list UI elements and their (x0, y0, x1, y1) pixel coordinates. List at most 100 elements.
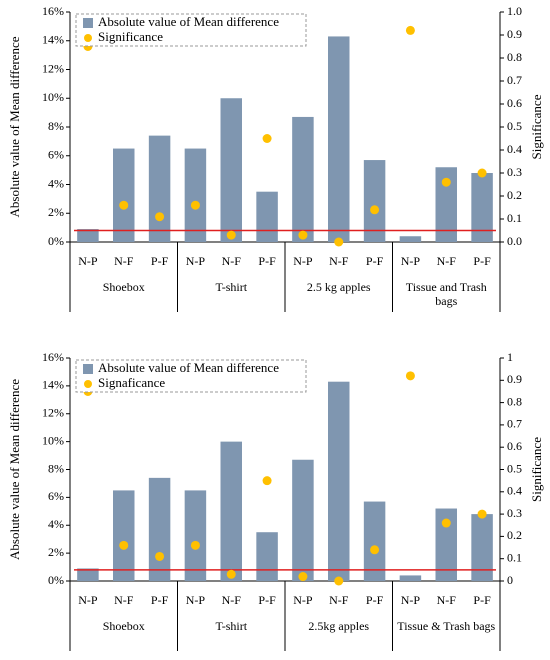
bar (328, 36, 350, 242)
legend-label: Absolute value of Mean difference (98, 360, 279, 375)
bar (148, 477, 171, 581)
y2-tick-label: 0.5 (507, 461, 522, 475)
y2-tick-label: 1.0 (507, 4, 522, 18)
y-tick-label: 0% (48, 234, 64, 248)
point (119, 200, 129, 210)
y2-tick-label: 0.7 (507, 73, 522, 87)
chart: 0% 2% 4% 6% 8% 10% 12% 14% 16% 0.0 0.1 0.2 0.3 0.4 0.5… (7, 4, 544, 312)
bar (471, 514, 493, 581)
legend-label: Absolute value of Mean difference (98, 14, 279, 29)
x-tick-label: P-F (366, 593, 384, 607)
y2-tick-label: 0.0 (507, 234, 522, 248)
x-tick-label: N-F (114, 254, 134, 268)
y2-tick-label: 0.3 (507, 506, 522, 520)
point (370, 205, 380, 215)
bar (77, 229, 99, 242)
y-tick-label: 14% (42, 33, 64, 47)
x-tick-label: N-F (222, 254, 242, 268)
bar (256, 532, 278, 581)
bar (77, 568, 99, 581)
x-tick-label: P-F (473, 593, 491, 607)
group-label-box: T-shirt (215, 280, 248, 294)
legend-label: Significance (98, 29, 163, 44)
x-tick-label: P-F (258, 254, 276, 268)
bar (113, 148, 135, 242)
y2-tick-label: 0.6 (507, 439, 522, 453)
bar (363, 160, 386, 242)
y-tick-label: 6% (48, 489, 64, 503)
y2-axis-title: Significance (529, 94, 544, 159)
legend-label: Signaficance (98, 375, 165, 390)
bar (148, 135, 171, 242)
y2-tick-label: 0.6 (507, 96, 522, 110)
y-tick-label: 16% (42, 4, 64, 18)
x-tick-label: N-F (329, 254, 349, 268)
x-tick-label: N-P (78, 254, 98, 268)
point (155, 551, 165, 561)
y2-tick-label: 0 (507, 573, 513, 587)
legend-marker (83, 364, 93, 374)
y2-tick-label: 0.2 (507, 528, 522, 542)
y2-tick-label: 0.9 (507, 372, 522, 386)
x-tick-label: P-F (366, 254, 384, 268)
x-tick-label: N-F (329, 593, 349, 607)
group-label: 2.5 kg apples (306, 280, 371, 294)
point (477, 509, 487, 519)
y2-tick-label: 0.1 (507, 550, 522, 564)
point (226, 569, 236, 579)
y2-axis-title: Significance (529, 437, 544, 502)
point (441, 177, 451, 187)
group-label-box: Tissue & Trash bags (397, 619, 495, 633)
x-tick-label: P-F (151, 593, 169, 607)
y-tick-label: 12% (42, 406, 64, 420)
x-tick-label: N-P (401, 254, 421, 268)
bar (292, 459, 314, 581)
x-tick-label: N-P (293, 254, 313, 268)
group-label-box: 2.5kg apples (308, 619, 369, 633)
point (262, 134, 272, 143)
bar (256, 191, 278, 242)
bar (471, 173, 493, 242)
group-label-box: Shoebox (102, 280, 145, 294)
y-tick-label: 2% (48, 545, 64, 559)
y2-tick-label: 0.3 (507, 165, 522, 179)
legend-marker (84, 34, 92, 42)
y2-tick-label: 0.7 (507, 417, 522, 431)
y2-tick-label: 0.2 (507, 188, 522, 202)
y-tick-label: 10% (42, 90, 64, 104)
x-tick-label: N-F (222, 593, 242, 607)
x-tick-label: N-F (114, 593, 134, 607)
legend-marker (83, 18, 93, 28)
point (190, 200, 200, 210)
x-tick-label: P-F (151, 254, 169, 268)
bar (184, 490, 207, 581)
group-label: T-shirt (215, 280, 248, 294)
y2-tick-label: 1 (507, 350, 513, 364)
y-axis-title: Absolute value of Mean difference (7, 36, 22, 217)
bar (184, 148, 207, 242)
legend-box (75, 13, 307, 47)
point (477, 168, 487, 178)
group-label-box: Shoebox (103, 619, 145, 633)
y-tick-label: 10% (42, 433, 64, 447)
point (298, 230, 308, 240)
group-label: Shoebox (102, 280, 145, 294)
y-tick-label: 4% (48, 517, 64, 531)
point (298, 572, 308, 582)
x-tick-label: N-P (401, 593, 421, 607)
point (370, 545, 380, 555)
point (334, 576, 344, 586)
group-label-box: Tissue and Trash bags (406, 280, 487, 308)
y-tick-label: 16% (42, 350, 64, 364)
group-label-box: T-shirt (215, 619, 248, 633)
x-tick-label: N-F (437, 593, 457, 607)
point (405, 25, 415, 35)
bar (363, 501, 386, 581)
y2-tick-label: 0.4 (507, 484, 522, 498)
y2-tick-label: 0.4 (507, 142, 522, 156)
group-label: T-shirt (215, 619, 248, 633)
group-label-box: 2.5 kg apples (306, 280, 371, 294)
bar (292, 116, 314, 242)
x-tick-label: P-F (258, 593, 276, 607)
